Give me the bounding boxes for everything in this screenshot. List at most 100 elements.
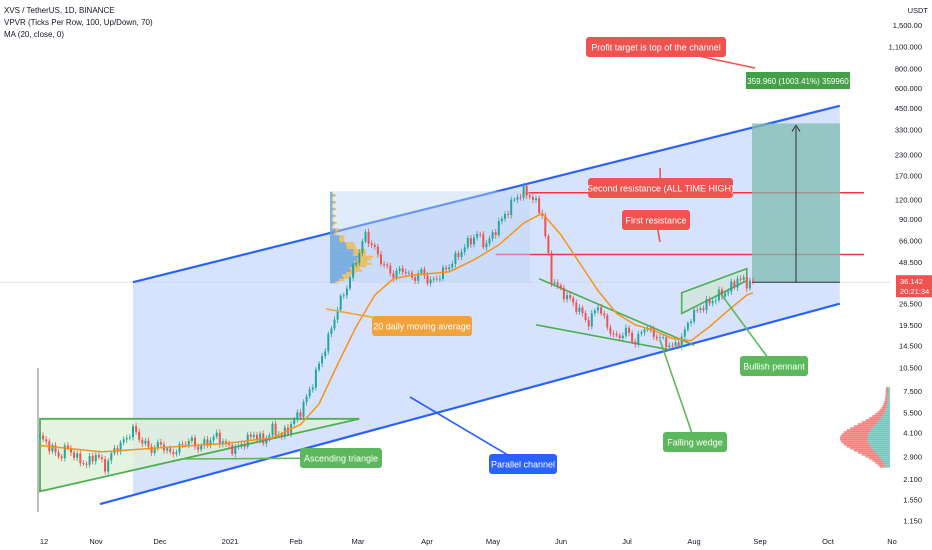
x-tick-label: Dec [153, 537, 167, 546]
vp-right-down [885, 388, 889, 392]
channel-lower-line [99, 302, 841, 506]
first-resistance-callout-bubble [622, 210, 690, 230]
indicator-ma[interactable]: MA (20, close, 0) [4, 30, 65, 39]
candle-body [166, 448, 169, 451]
vp-bar-down [343, 276, 351, 279]
vp-right-up [869, 443, 890, 446]
vp-bar-down [353, 251, 367, 254]
vp-bar-up [330, 235, 340, 238]
vp-right-down [841, 441, 869, 444]
candle-body [150, 446, 153, 454]
candle-body [609, 327, 612, 334]
candle-body [39, 435, 41, 438]
candle-body [624, 327, 627, 336]
candle-body [194, 437, 196, 447]
candle-body [727, 291, 730, 294]
candle-body [302, 402, 305, 417]
candle-body [153, 447, 156, 454]
vp-right-up [878, 419, 890, 422]
vp-right-down [883, 402, 888, 406]
channel-upper-line [132, 104, 841, 284]
candle-body [618, 335, 621, 338]
candle-body [562, 287, 565, 300]
candle-body [355, 262, 358, 265]
candle-body [342, 295, 345, 297]
x-tick-label: Jun [555, 537, 567, 546]
second-resistance-callout: Second resistance (ALL TIME HIGH) [587, 167, 734, 198]
vp-right-down [885, 392, 889, 396]
vp-bar-down [335, 228, 340, 231]
candle-body [200, 445, 203, 450]
candle-body [373, 245, 376, 247]
candle-body [212, 436, 215, 441]
y-tick-label: 330.000 [895, 125, 922, 134]
y-tick-label: 14.500 [899, 341, 922, 350]
vp-bar-up [330, 258, 357, 261]
vp-right-up [869, 431, 890, 434]
candle-body [274, 423, 277, 436]
vp-bar-up [330, 248, 354, 252]
candle-body [128, 437, 131, 439]
y-tick-label: 7.500 [903, 387, 922, 396]
vp-bar-down [354, 260, 368, 263]
y-tick-label: 450.000 [895, 104, 922, 113]
vp-bar-down [334, 232, 337, 236]
candle-body [107, 460, 110, 472]
vp-right-down [846, 429, 871, 432]
vp-bar-down [335, 280, 339, 284]
time-axis-bg [0, 532, 932, 550]
candle-body [91, 455, 94, 462]
candle-body [674, 342, 677, 346]
y-tick-label: 2.900 [903, 452, 922, 461]
y-tick-label: 1,500.00 [893, 21, 922, 30]
candle-body [438, 278, 441, 280]
candle-body [752, 280, 754, 282]
candle-body [70, 448, 72, 453]
candle-body [101, 457, 103, 460]
candle-body [141, 439, 144, 444]
indicator-vpvr[interactable]: VPVR (Ticks Per Row, 100, Up/Down, 70) [4, 18, 153, 27]
ascending-triangle-callout-bubble [300, 448, 382, 468]
candle-body [507, 214, 510, 215]
candle-body [237, 445, 240, 447]
vp-right-down [875, 412, 884, 416]
vp-bar-up [330, 191, 332, 195]
candle-body [466, 237, 469, 248]
parallel-channel-callout-text: Parallel channel [491, 460, 555, 470]
vp-bar-up [330, 230, 335, 234]
candle-body [460, 251, 463, 257]
vp-bar-up [330, 203, 332, 206]
candle-body [367, 231, 370, 244]
candle-body [401, 268, 404, 272]
candle-body [333, 319, 336, 329]
candle-body [45, 439, 48, 442]
vp-right-up [884, 463, 890, 466]
vp-bar-down [333, 194, 337, 197]
candle-body [655, 336, 658, 339]
vp-right-up [882, 459, 890, 462]
x-tick-label: Feb [290, 537, 303, 546]
candle-body [215, 432, 218, 437]
candle-body [705, 299, 708, 311]
profit-target-callout-text: Profit target is top of the channel [591, 43, 721, 53]
vp-right-up [887, 400, 890, 404]
vp-bar-down [331, 191, 333, 195]
candle-body [612, 333, 615, 335]
candle-body [79, 453, 82, 464]
second-resistance-callout-bubble [588, 178, 733, 198]
candle-body [110, 453, 113, 461]
candle-body [659, 337, 661, 339]
ascending-triangle-callout-text: Ascending triangle [304, 454, 378, 464]
candle-body [206, 439, 209, 446]
candle-body [600, 307, 603, 314]
last-price-badge [896, 275, 932, 298]
candle-body [597, 307, 599, 311]
countdown-text: 20:21:34 [900, 287, 929, 296]
candle-body [621, 335, 624, 338]
candle-body [178, 443, 181, 453]
candle-body [187, 440, 190, 445]
y-tick-label: 26.500 [899, 300, 922, 309]
candle-body [510, 199, 513, 215]
